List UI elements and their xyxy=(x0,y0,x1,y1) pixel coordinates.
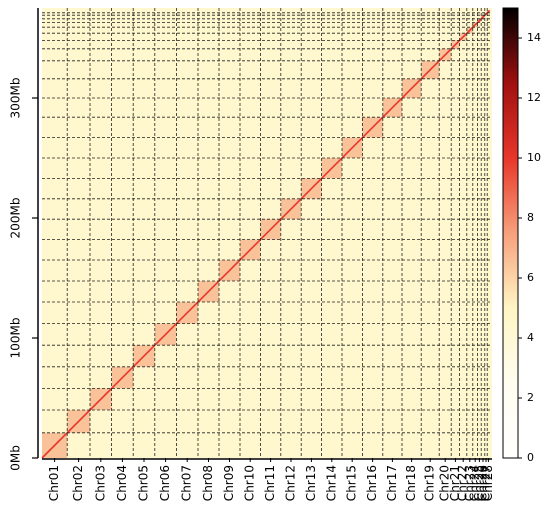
x-tick-label: Chr27 xyxy=(479,465,493,501)
x-tick-label: Chr12 xyxy=(284,465,298,501)
colorbar-tick-label: 6 xyxy=(527,271,534,284)
colorbar xyxy=(502,7,519,459)
colorbar-tick-label: 0 xyxy=(527,451,534,464)
x-tick-label: Chr17 xyxy=(385,465,399,501)
colorbar-tick-label: 14 xyxy=(527,31,541,44)
x-tick-label: Chr18 xyxy=(404,465,418,501)
x-tick-label: Chr16 xyxy=(365,465,379,501)
x-tick-label: Chr09 xyxy=(222,465,236,501)
diagonal xyxy=(41,9,491,459)
x-tick-label: Chr06 xyxy=(158,465,172,501)
x-tick-label: Chr11 xyxy=(263,465,277,501)
y-tick-label: 200Mb xyxy=(9,198,23,239)
colorbar-tick-label: 4 xyxy=(527,331,534,344)
x-tick-label: Chr02 xyxy=(71,465,85,501)
x-tick-label: Chr04 xyxy=(115,465,129,501)
x-tick-label: Chr25 xyxy=(472,465,486,501)
x-tick-label: Chr23 xyxy=(462,465,476,501)
x-tick-label: Chr28 xyxy=(481,465,495,501)
x-tick-label: Chr07 xyxy=(180,465,194,501)
x-tick-label: Chr24 xyxy=(468,465,482,501)
x-tick-label: Chr14 xyxy=(324,465,338,501)
x-tick-label: Chr01 xyxy=(47,465,61,501)
colorbar-tick-label: 8 xyxy=(527,211,534,224)
colorbar-tick-label: 10 xyxy=(527,151,541,164)
x-tick-label: Chr22 xyxy=(456,465,470,501)
x-tick-label: Chr19 xyxy=(423,465,437,501)
x-tick-label: Chr15 xyxy=(345,465,359,501)
x-tick-label: Chr10 xyxy=(243,465,257,501)
y-tick-label: 0Mb xyxy=(9,445,23,471)
x-tick-label: Chr20 xyxy=(438,465,452,501)
x-tick-label: Chr05 xyxy=(137,465,151,501)
x-tick-label: Chr21 xyxy=(448,465,462,501)
y-tick-label: 300Mb xyxy=(9,78,23,119)
x-tick-label: Chr13 xyxy=(304,465,318,501)
colorbar-tick-label: 2 xyxy=(527,391,534,404)
colorbar-tick-label: 12 xyxy=(527,91,541,104)
x-tick-label: Chr08 xyxy=(201,465,215,501)
x-tick-label: Chr26 xyxy=(476,465,490,501)
x-tick-label: Chr03 xyxy=(93,465,107,501)
y-tick-label: 100Mb xyxy=(9,318,23,359)
